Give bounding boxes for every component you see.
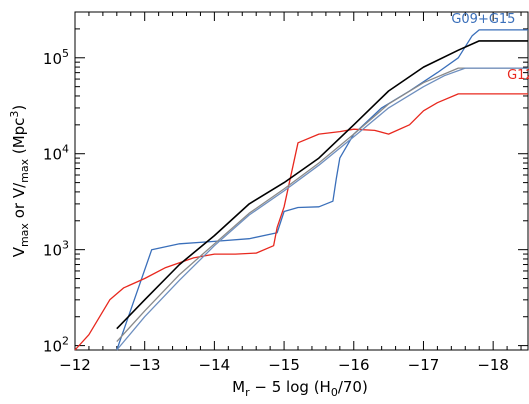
series-line-0 [116,29,528,351]
y-axis-label: Vmax or V/max (Mpc3) [8,105,31,258]
y-axis-label-sub: max [18,223,31,247]
y-tick-label: 105 [43,47,69,68]
plot-frame [74,11,529,351]
x-tick-label: −18 [477,356,509,374]
series-line-3 [116,67,528,343]
x-axis-label-rest: − 5 log (H [250,378,331,396]
y-axis-label-sup: 3 [8,111,21,118]
series-line-1 [74,93,528,351]
x-axis-label-sub2: 0 [331,386,338,399]
annotations: G09+G15 G12 [451,12,529,83]
x-tick-label: −16 [338,356,370,374]
y-axis-label-close: ) [10,105,28,111]
y-tick-label: 103 [43,239,69,260]
y-axis-label-main: V [10,246,28,257]
x-tick-label: −15 [268,356,300,374]
series-line-2 [116,40,528,330]
x-axis-label: Mr − 5 log (H0/70) [232,378,368,399]
x-axis-label-sub: r [245,386,250,399]
x-tick-label: −13 [129,356,161,374]
series-line-4 [116,67,528,351]
ticks [74,11,528,351]
y-axis-label-sub2: max [18,158,31,182]
y-axis-label-end: (Mpc [10,118,28,159]
series-lines [74,29,528,351]
y-axis-label-mid: or V/ [10,182,28,223]
x-tick-label: −14 [199,356,231,374]
series-annotation: G09+G15 [451,12,515,27]
x-axis-label-main: M [232,378,245,396]
y-tick-label: 104 [43,143,69,164]
x-tick-label: −12 [59,356,91,374]
tick-labels: −12 −13 −14 −15 −16 −17 −18 102 103 104 105 [43,47,509,374]
series-annotation: G12 [507,68,529,83]
x-tick-label: −17 [408,356,440,374]
y-tick-label: 102 [43,335,69,356]
x-axis-label-end: /70) [338,378,368,396]
